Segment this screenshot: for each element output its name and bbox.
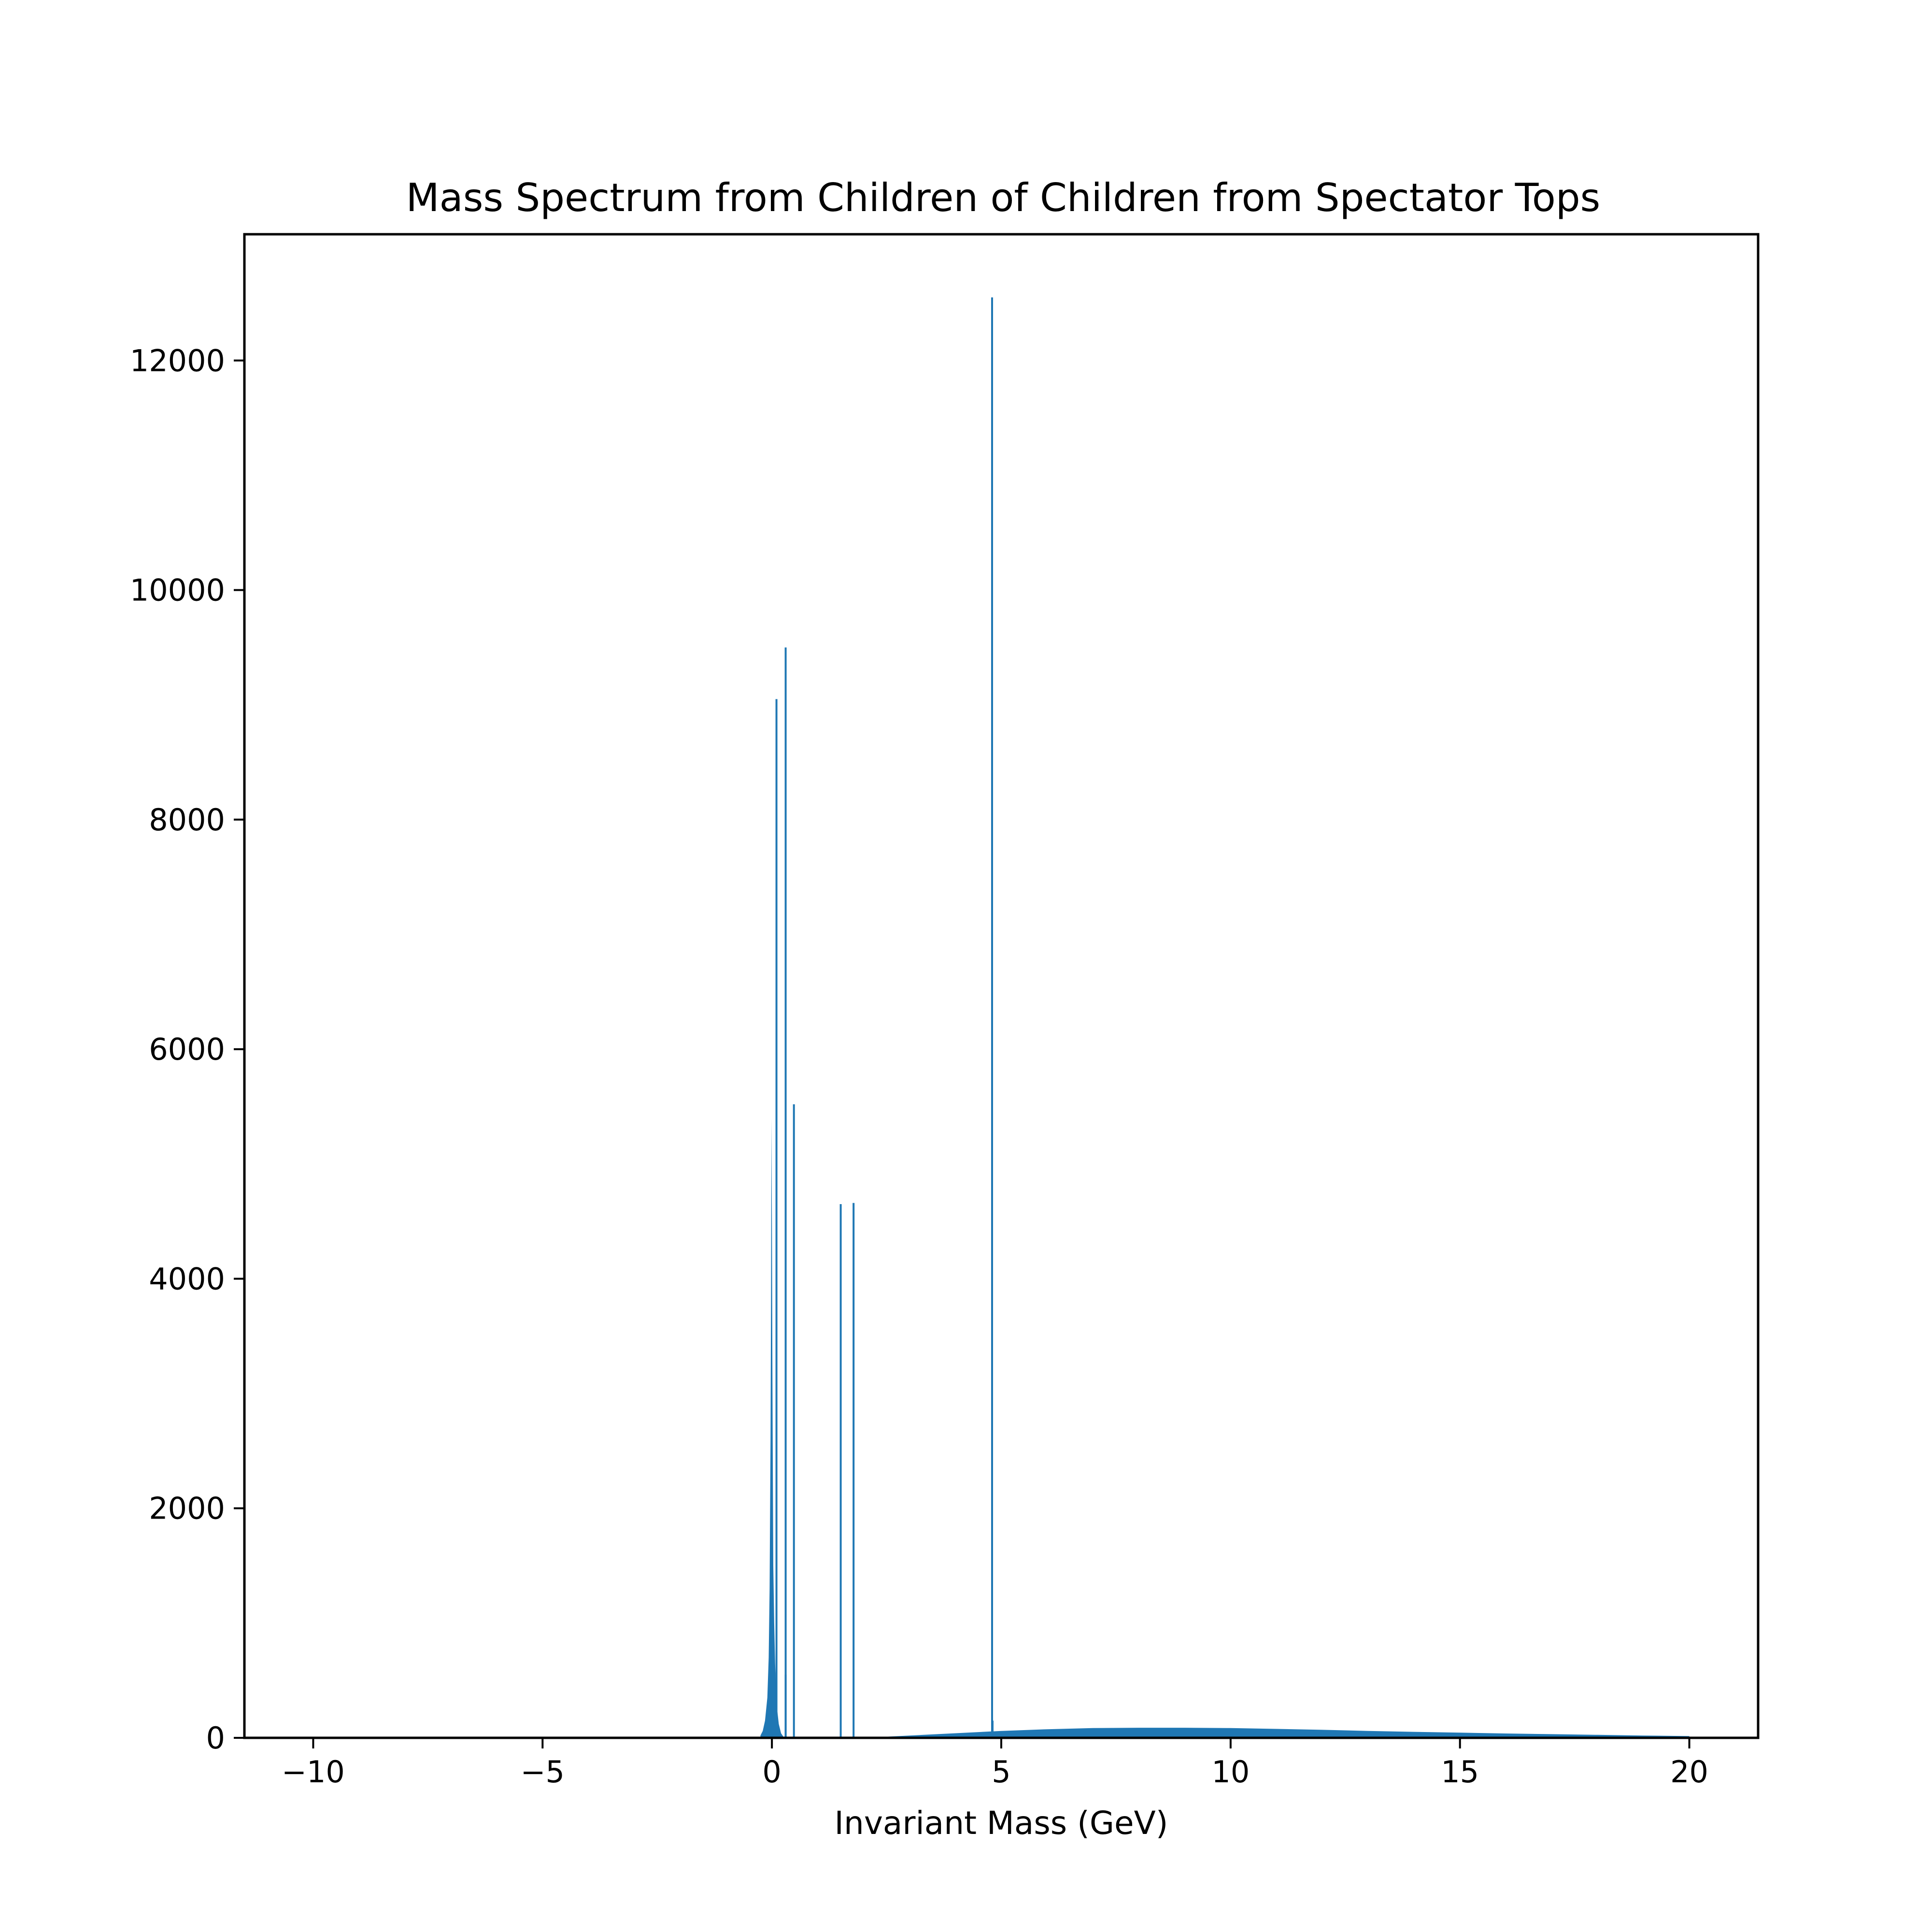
spike-bar-6 [991,297,993,1738]
plot-area [760,297,1690,1738]
plot-frame [243,233,1760,1739]
spike-bar-1 [784,647,787,1738]
y-tick-label: 12000 [130,343,225,378]
y-tick-label: 4000 [149,1261,225,1296]
continuum-area [854,1728,1690,1738]
x-axis-label: Invariant Mass (GeV) [835,1804,1168,1842]
spike-bar-5 [852,1203,855,1738]
axis-ticks: −10 −5 0 5 10 15 20 0 2000 4000 6000 8000 10000 12000 [130,343,1708,1790]
spike-bar-2 [784,1675,787,1738]
x-tick-label: 10 [1211,1754,1250,1790]
core-peak-area [760,1118,783,1738]
spike-bar-0 [775,699,778,1738]
y-tick-label: 2000 [149,1491,225,1526]
x-tick-label: 5 [992,1754,1010,1790]
y-tick-label: 0 [206,1720,225,1756]
y-tick-label: 8000 [149,802,225,838]
x-tick-label: 20 [1670,1754,1708,1790]
y-tick-label: 6000 [149,1032,225,1067]
spike-bar-3 [793,1104,795,1738]
x-tick-label: 0 [762,1754,781,1790]
x-tick-label: 15 [1441,1754,1479,1790]
chart-title: Mass Spectrum from Children of Children … [406,175,1601,220]
spike-bar-7 [992,1720,994,1738]
x-tick-label: −5 [521,1754,565,1790]
y-tick-label: 10000 [130,573,225,608]
x-tick-label: −10 [282,1754,345,1790]
spike-bar-4 [839,1204,842,1738]
